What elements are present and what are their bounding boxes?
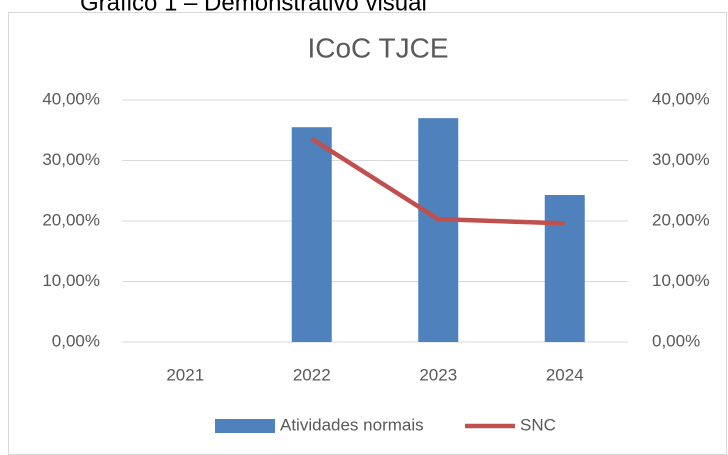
y2-tick-label: 0,00%: [652, 331, 700, 350]
y2-tick-label: 30,00%: [652, 150, 710, 169]
y-tick-label: 40,00%: [42, 89, 100, 108]
x-tick-label: 2022: [293, 365, 331, 384]
y-tick-label: 0,00%: [52, 331, 100, 350]
y-tick-label: 20,00%: [42, 210, 100, 229]
y-tick-label: 10,00%: [42, 271, 100, 290]
x-tick-label: 2024: [546, 365, 584, 384]
y2-tick-label: 40,00%: [652, 89, 710, 108]
line: [310, 136, 565, 226]
legend-swatch: [215, 419, 275, 433]
y-tick-label: 30,00%: [42, 150, 100, 169]
chart-border: [8, 12, 727, 455]
chart-title: ICoC TJCE: [307, 32, 448, 63]
x-tick-label: 2023: [419, 365, 457, 384]
legend-label: SNC: [520, 415, 556, 434]
bar: [544, 194, 585, 342]
legend-label: Atividades normais: [280, 415, 424, 434]
y2-tick-label: 10,00%: [652, 271, 710, 290]
bar: [291, 127, 332, 342]
x-tick-label: 2021: [166, 365, 204, 384]
y2-tick-label: 20,00%: [652, 210, 710, 229]
bar: [418, 118, 459, 343]
page-header: Gráfico 1 – Demonstrativo visual: [80, 0, 427, 16]
